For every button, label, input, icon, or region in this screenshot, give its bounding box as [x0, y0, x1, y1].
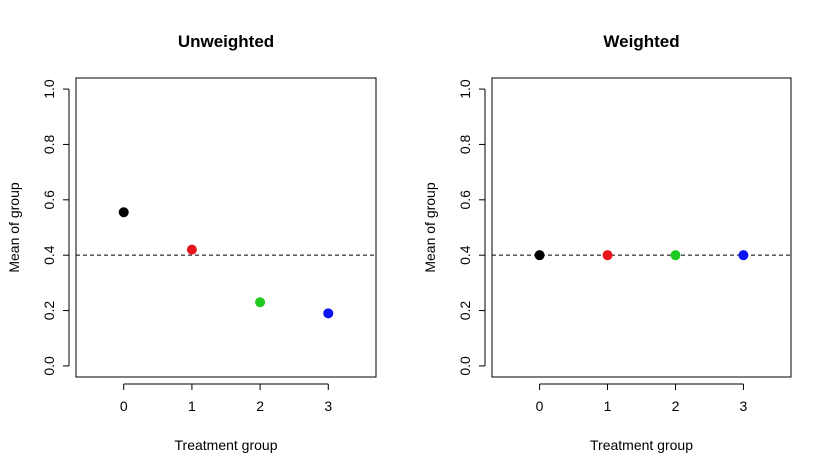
x-tick-label: 1: [604, 398, 612, 414]
y-tick-label: 0.2: [457, 301, 473, 321]
plot-frame: [491, 77, 792, 378]
y-tick-label: 0.4: [457, 245, 473, 265]
x-tick-label: 3: [324, 398, 332, 414]
y-tick-label: 0.0: [41, 356, 57, 376]
y-tick-label: 0.0: [457, 356, 473, 376]
y-tick-label: 0.8: [457, 135, 473, 155]
data-point-group-2: [255, 297, 266, 308]
chart-title: Unweighted: [178, 32, 274, 51]
data-point-group-1: [186, 244, 197, 255]
x-tick-label: 0: [536, 398, 544, 414]
x-tick-label: 1: [188, 398, 196, 414]
x-tick-label: 2: [256, 398, 264, 414]
data-point-group-0: [118, 207, 129, 218]
y-tick-label: 0.8: [41, 135, 57, 155]
y-tick-label: 0.6: [457, 190, 473, 210]
plot-frame: [75, 77, 377, 378]
y-tick-label: 1.0: [457, 79, 473, 99]
y-axis-label: Mean of group: [422, 182, 438, 272]
chart-title: Weighted: [603, 32, 679, 51]
x-axis-label: Treatment group: [175, 437, 278, 453]
data-point-group-0: [534, 250, 545, 261]
x-tick-label: 2: [672, 398, 680, 414]
y-tick-label: 0.6: [41, 190, 57, 210]
y-tick-label: 1.0: [41, 79, 57, 99]
x-tick-label: 3: [740, 398, 748, 414]
y-axis-label: Mean of group: [6, 182, 22, 272]
y-tick-label: 0.2: [41, 301, 57, 321]
x-axis-label: Treatment group: [590, 437, 693, 453]
data-point-group-1: [602, 250, 613, 261]
y-tick-label: 0.4: [41, 245, 57, 265]
data-point-group-3: [323, 308, 334, 319]
data-point-group-3: [738, 250, 749, 261]
data-point-group-2: [670, 250, 681, 261]
x-tick-label: 0: [120, 398, 128, 414]
